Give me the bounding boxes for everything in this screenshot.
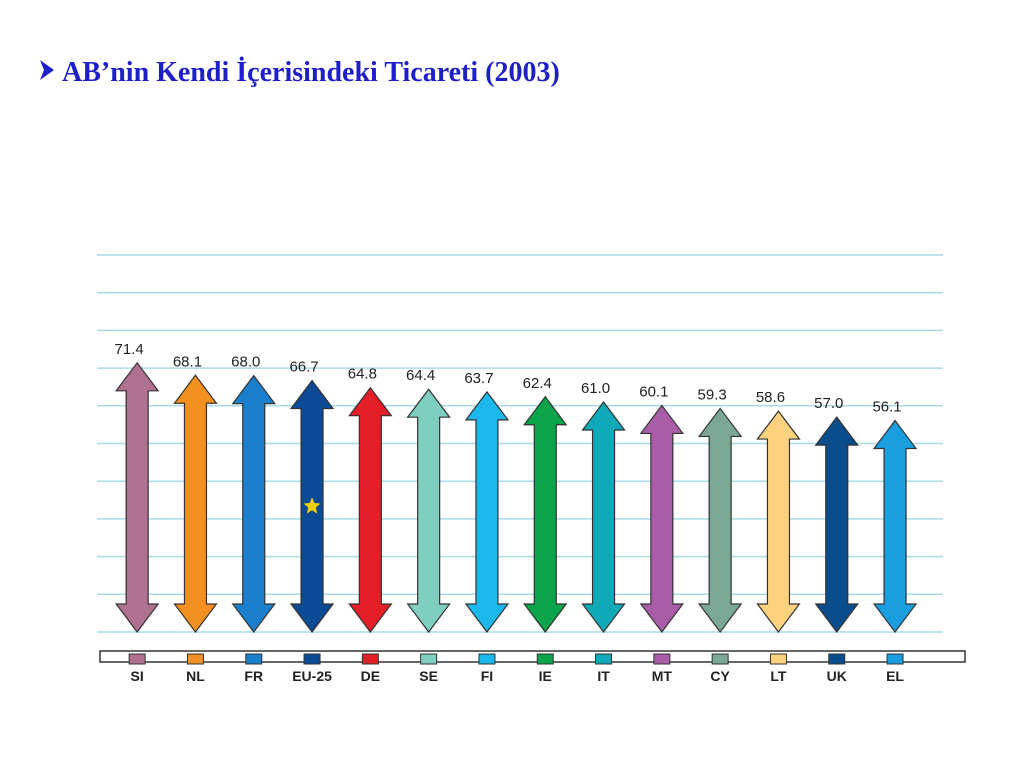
arrow-bar (872, 419, 918, 633)
arrow-bar (814, 416, 859, 633)
value-label: 71.4 (115, 341, 144, 358)
category-swatch (711, 653, 729, 665)
value-label: 56.1 (872, 399, 901, 416)
value-label: 60.1 (639, 383, 668, 400)
category-swatch (186, 653, 204, 665)
category-swatch (420, 653, 438, 665)
category-swatch (653, 653, 671, 665)
chart-title: AB’nin Kendi İçerisindeki Ticareti (2003… (62, 57, 560, 88)
value-label: 58.6 (756, 389, 785, 406)
x-tick-label: IE (539, 668, 552, 684)
x-tick-label: SE (419, 668, 438, 684)
arrow-bar (406, 388, 451, 633)
category-swatch (478, 653, 496, 665)
category-swatch (128, 653, 146, 665)
x-tick-label: IT (597, 668, 610, 684)
arrow-bar (756, 410, 801, 633)
value-label: 59.3 (698, 386, 727, 403)
value-label: 64.8 (348, 366, 377, 383)
category-swatch (886, 653, 904, 665)
arrow-bar (464, 390, 510, 633)
value-label: 63.7 (464, 370, 493, 387)
category-swatch (536, 653, 554, 665)
category-swatch (769, 653, 787, 665)
value-label: 57.0 (814, 395, 843, 412)
arrow-bar (581, 401, 626, 633)
x-tick-label: LT (770, 668, 787, 684)
arrow-bar (639, 404, 685, 633)
category-swatch (361, 653, 379, 665)
title-bullet (40, 60, 54, 80)
arrow-bar (173, 374, 218, 633)
value-label: 62.4 (523, 375, 552, 392)
value-label: 61.0 (581, 380, 610, 397)
value-label: 64.4 (406, 367, 435, 384)
x-tick-label: CY (710, 668, 730, 684)
value-label: 68.0 (231, 354, 260, 371)
category-strip (99, 650, 966, 663)
x-tick-label: EL (886, 668, 904, 684)
arrow-bar (348, 386, 393, 633)
x-tick-label: DE (361, 668, 380, 684)
arrow-bar (231, 374, 276, 633)
value-label: 68.1 (173, 353, 202, 370)
x-tick-label: UK (827, 668, 847, 684)
x-tick-label: FI (481, 668, 493, 684)
x-tick-label: FR (244, 668, 263, 684)
category-swatch (595, 653, 613, 665)
x-tick-label: SI (131, 668, 144, 684)
arrow-bar (697, 407, 743, 633)
arrow-bar (114, 361, 160, 634)
x-tick-label: MT (652, 668, 673, 684)
x-tick-label: NL (186, 668, 205, 684)
category-swatch (303, 653, 321, 665)
category-swatch (245, 653, 263, 665)
x-tick-label: EU-25 (292, 668, 332, 684)
value-label: 66.7 (289, 359, 318, 376)
category-swatch (828, 653, 846, 665)
eu-star (303, 497, 321, 514)
arrow-bar (523, 395, 568, 633)
